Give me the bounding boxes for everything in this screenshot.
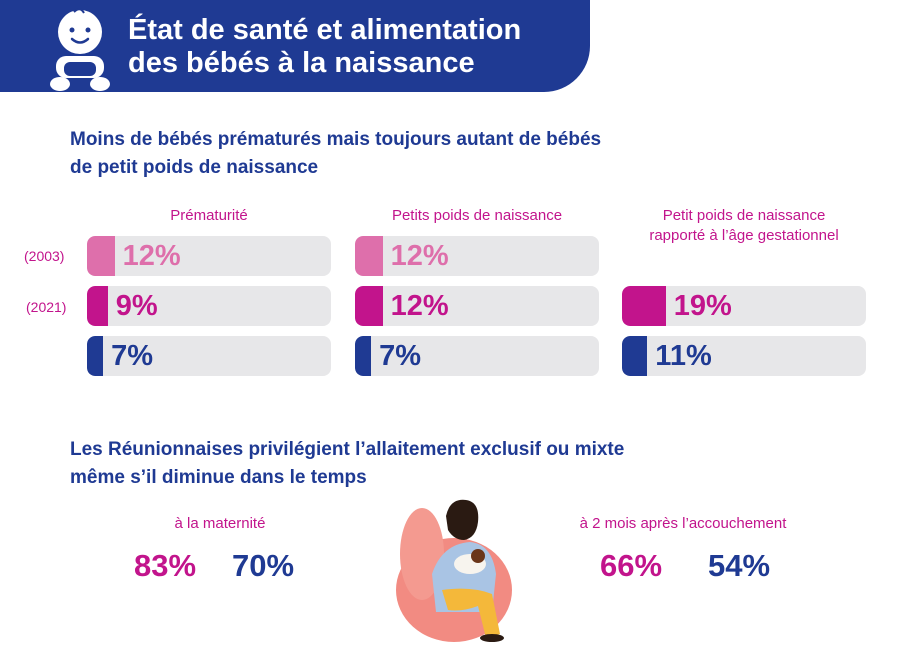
year-label-2021: (2021) [26,299,67,315]
bar-value-label: 7% [379,340,422,372]
bar-value-label: 7% [111,340,154,372]
bar-value-label: 12% [390,240,449,272]
bar-track: 19% [622,286,866,326]
bar-value-label: 19% [673,290,732,322]
bar-track: 7% [87,336,331,376]
bar-fill [87,336,104,376]
column-label-line: Petits poids de naissance [391,207,563,224]
maternity-value-b: 70% [232,548,295,583]
bar-fill [355,236,383,276]
maternity-value-a: 83% [134,548,197,583]
bar-track: 12% [87,236,331,276]
bar-track: 7% [355,336,599,376]
breastfeeding-mother-illustration [396,499,512,642]
section1-title-line1: Moins de bébés prématurés mais toujours … [70,129,602,150]
bar-fill [622,286,666,326]
bar-fill [355,336,372,376]
bar-fill [87,236,115,276]
column-label-line: Prématurité [170,207,248,224]
baby-icon [50,8,110,91]
page-title-line2: des bébés à la naissance [128,47,475,79]
bar-track: 11% [622,336,866,376]
two-months-value-b: 54% [708,548,771,583]
column-label-line: rapporté à l’âge gestationnel [649,227,839,244]
bar-track: 9% [87,286,331,326]
two-months-label: à 2 mois après l’accouchement [579,515,787,532]
column-label-petit-poids-age: Petit poids de naissance rapporté à l’âg… [612,206,876,246]
bar-fill [355,286,383,326]
header-banner: État de santé et alimentation des bébés … [0,0,590,92]
bar-track: 12% [355,286,599,326]
column-label-petits-poids: Petits poids de naissance [355,206,599,226]
page-title-line1: État de santé et alimentation [128,14,522,46]
two-months-value-a: 66% [600,548,663,583]
bar-value-label: 11% [655,340,712,372]
bar-track: 12% [355,236,599,276]
bar-fill [622,336,648,376]
section1-title-line2: de petit poids de naissance [70,157,319,178]
section2-title-line2: même s’il diminue dans le temps [70,467,367,488]
section2-title: Les Réunionnaises privilégient l’allaite… [70,436,624,492]
page-title: État de santé et alimentation des bébés … [128,14,521,80]
section2-title-line1: Les Réunionnaises privilégient l’allaite… [70,439,625,460]
bar-value-label: 9% [115,290,158,322]
column-label-line: Petit poids de naissance [662,207,826,224]
section1-title: Moins de bébés prématurés mais toujours … [70,126,601,182]
year-label-2003: (2003) [24,248,65,264]
bar-value-label: 12% [122,240,181,272]
maternity-label: à la maternité [174,515,266,532]
bar-value-label: 12% [390,290,449,322]
bar-fill [87,286,108,326]
column-label-prematurite: Prématurité [87,206,331,226]
